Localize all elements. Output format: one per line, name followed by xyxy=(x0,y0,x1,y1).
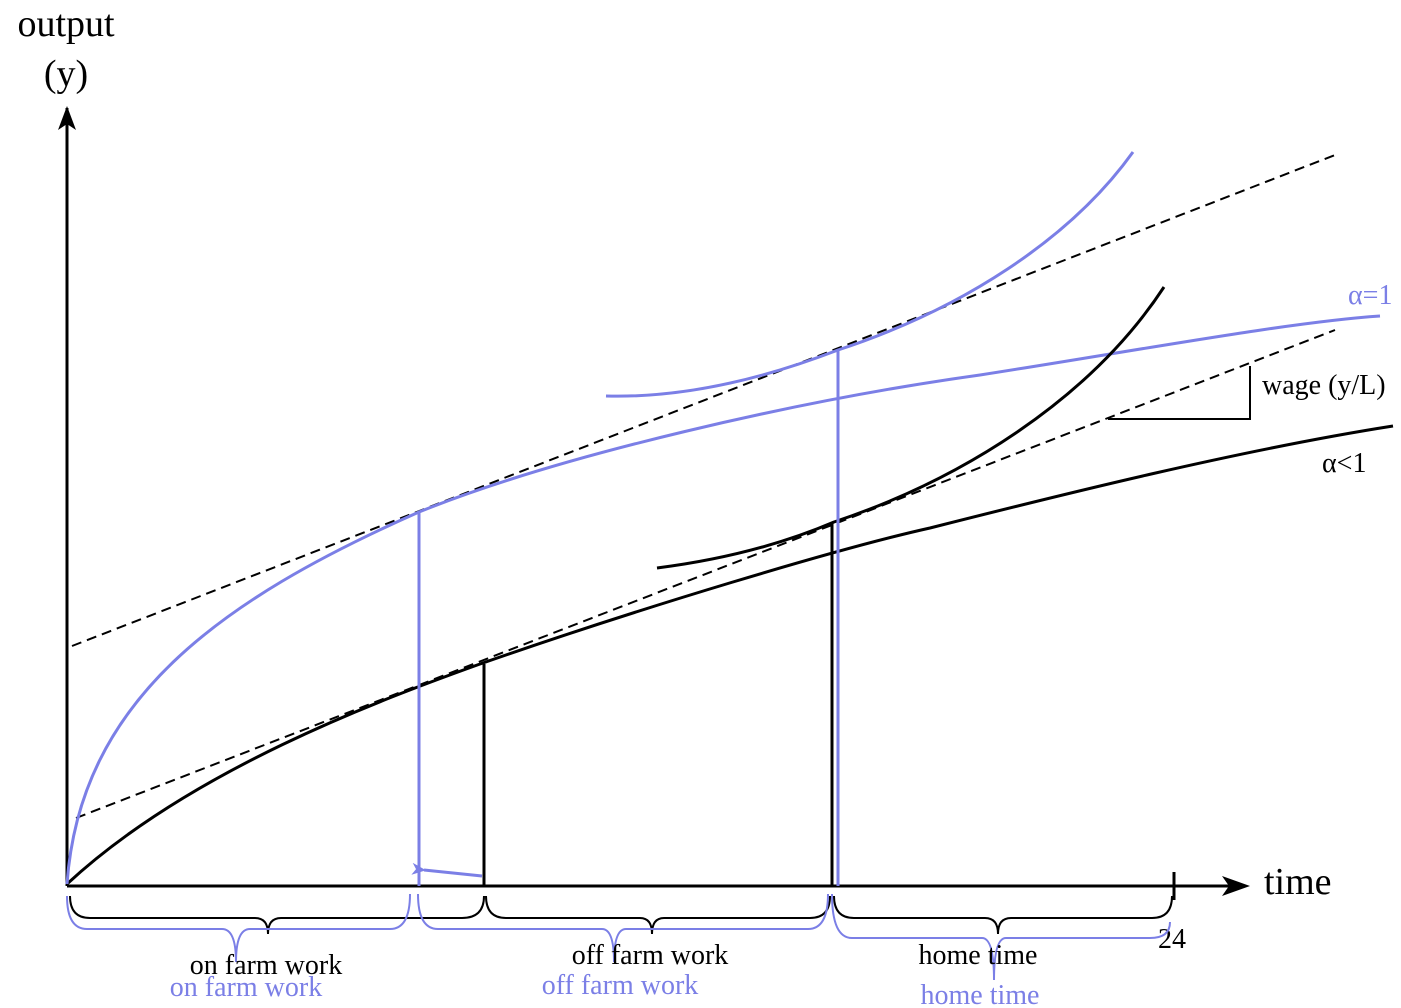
brace-blue-off-farm xyxy=(417,893,829,963)
x-axis-label: time xyxy=(1264,861,1332,903)
alpha-eq-1-label: α=1 xyxy=(1348,280,1392,311)
indifference-curve-blue xyxy=(605,151,1135,398)
x-axis-tick-label: 24 xyxy=(1158,924,1186,955)
segment-label-black-on-farm: on farm work xyxy=(190,950,342,981)
brace-blue-on-farm xyxy=(66,893,411,963)
brace-blue-home xyxy=(831,893,1171,981)
indifference-curve-black xyxy=(656,286,1166,570)
brace-black-off-farm xyxy=(485,895,831,935)
production-curve-alpha-lt-1 xyxy=(65,424,1394,886)
segment-label-black-off-farm: off farm work xyxy=(572,940,729,971)
tangent-line-upper xyxy=(71,154,1336,647)
tangent-line-lower xyxy=(75,329,1336,819)
x-axis-arrowhead xyxy=(1222,876,1250,896)
brace-black-home xyxy=(833,895,1173,935)
shift-arrow xyxy=(411,862,483,878)
brace-black-on-farm xyxy=(69,895,485,935)
segment-label-blue-home: home time xyxy=(921,980,1040,1008)
segment-label-blue-on-farm: on farm work xyxy=(170,972,322,1003)
y-axis-arrowhead xyxy=(58,106,76,130)
segment-label-black-home: home time xyxy=(919,940,1038,971)
segment-label-blue-off-farm: off farm work xyxy=(542,970,699,1001)
wage-slope-triangle xyxy=(1108,366,1251,420)
production-curve-alpha-eq-1 xyxy=(65,314,1381,885)
alpha-lt-1-label: α<1 xyxy=(1322,448,1366,479)
wage-label: wage (y/L) xyxy=(1262,370,1386,401)
y-axis-label-line2: (y) xyxy=(44,53,88,95)
y-axis-label-line1: output xyxy=(17,3,115,45)
